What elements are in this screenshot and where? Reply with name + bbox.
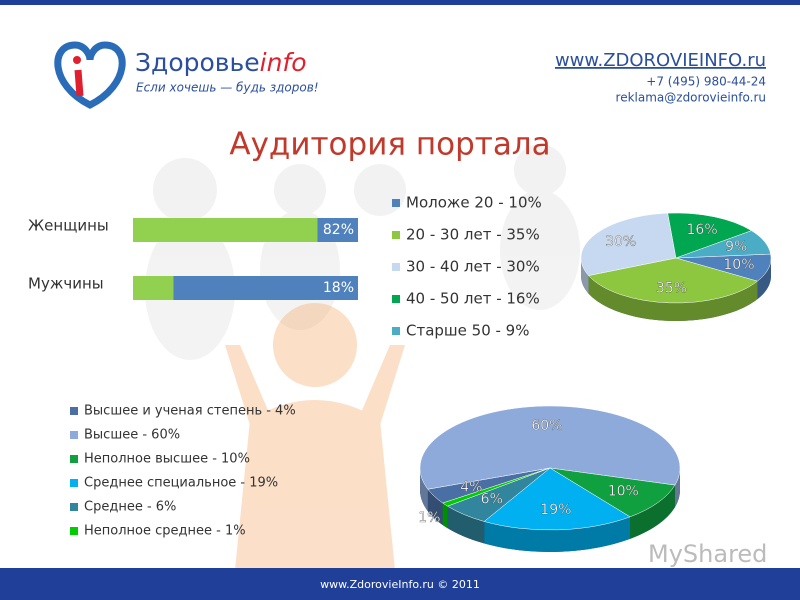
legend-swatch <box>392 231 400 239</box>
slice-label: 16% <box>687 222 718 238</box>
value-label: 18% <box>323 280 354 296</box>
legend-label: 30 - 40 лет - 30% <box>406 258 540 276</box>
legend-swatch <box>70 527 78 535</box>
slice-label: 10% <box>723 257 754 273</box>
legend-label: Моложе 20 - 10% <box>406 194 542 212</box>
slice-label: 35% <box>656 281 687 297</box>
legend-swatch <box>392 199 400 207</box>
legend-label: Неполное высшее - 10% <box>84 452 250 467</box>
pie-side <box>427 489 443 526</box>
bar <box>133 218 318 242</box>
legend-swatch <box>392 295 400 303</box>
legend-label: Среднее специальное - 19% <box>84 476 278 491</box>
pie-side <box>484 516 631 552</box>
top-strip <box>0 0 800 5</box>
legend-swatch <box>70 455 78 463</box>
slice-label: 30% <box>605 234 636 250</box>
pie-side <box>630 485 675 539</box>
pie-slice <box>419 405 681 490</box>
legend-label: Среднее - 6% <box>84 500 176 515</box>
watermark: MyShared <box>648 540 767 568</box>
logo: Здоровьеinfo Если хочешь — будь здоров! <box>54 41 319 109</box>
legend-label: 40 - 50 лет - 16% <box>406 290 540 308</box>
phone: +7 (495) 980-44-24 <box>646 75 766 89</box>
site-url[interactable]: www.ZDOROVIEINFO.ru <box>555 50 766 71</box>
legend-label: 20 - 30 лет - 35% <box>406 226 540 244</box>
pie-slice <box>442 467 551 507</box>
slogan: Если хочешь — будь здоров! <box>136 81 319 95</box>
legend-label: Неполное среднее - 1% <box>84 524 246 539</box>
pie-side <box>581 258 589 294</box>
pie-side <box>757 258 771 300</box>
footer-bar <box>0 568 800 600</box>
value-label: 82% <box>323 222 354 238</box>
slice-label: 1% <box>418 510 440 526</box>
slice-label: 19% <box>540 502 571 518</box>
pie-slice <box>580 212 677 276</box>
footer-text: www.ZdorovieInfo.ru © 2011 <box>320 578 480 591</box>
category-label: Женщины <box>28 217 109 235</box>
slice-label: 9% <box>725 239 747 255</box>
slice-label: 60% <box>531 418 562 434</box>
slice-label: 6% <box>481 492 503 508</box>
category-label: Мужчины <box>28 275 104 293</box>
legend-label: Высшее - 60% <box>84 428 180 443</box>
pie-slice <box>588 257 758 304</box>
legend-swatch <box>70 431 78 439</box>
slice-label: 10% <box>608 484 639 500</box>
logo-text: Здоровьеinfo <box>135 48 307 77</box>
legend-label: Высшее и ученая степень - 4% <box>84 404 296 419</box>
legend-swatch <box>392 327 400 335</box>
pie-side <box>447 506 485 544</box>
background-figure <box>225 303 405 570</box>
pie-side <box>588 275 758 321</box>
pie-slice <box>667 212 753 259</box>
legend-label: Старше 50 - 9% <box>406 322 529 340</box>
pie-side <box>674 468 680 508</box>
slice-label: 4% <box>460 479 482 495</box>
pie-slice <box>675 230 771 259</box>
bar <box>133 276 174 300</box>
legend-swatch <box>70 503 78 511</box>
legend-swatch <box>70 407 78 415</box>
legend-swatch <box>70 479 78 487</box>
pie-slice <box>549 467 676 518</box>
legend-swatch <box>392 263 400 271</box>
pie-slice <box>483 467 631 531</box>
slide-title: Аудитория портала <box>229 127 550 163</box>
email: reklama@zdorovieinfo.ru <box>616 91 766 105</box>
pie-side <box>442 503 448 529</box>
